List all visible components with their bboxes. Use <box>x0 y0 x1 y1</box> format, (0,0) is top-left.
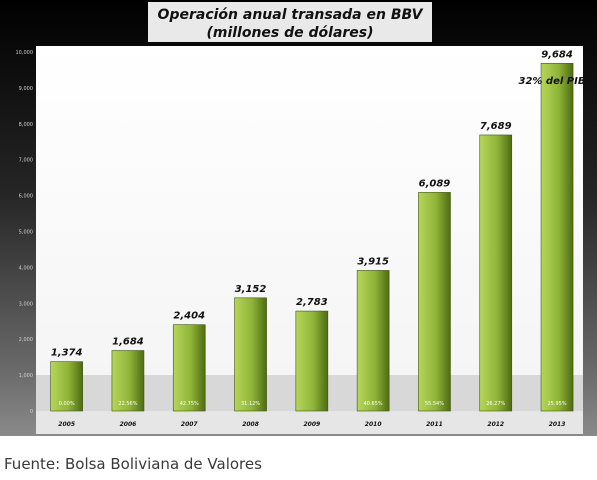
bar-value-label: 2,783 <box>296 297 328 308</box>
pib-annotation: 32% del PIB <box>519 76 586 87</box>
bar-chart: Operación anual transada en BBV (millone… <box>0 0 597 436</box>
bar <box>295 310 329 412</box>
y-tick-label: 6,000 <box>19 194 33 200</box>
bar-inner-label: 31.12% <box>241 401 260 407</box>
bar <box>356 270 390 412</box>
bar-value-label: 6,089 <box>419 178 451 189</box>
y-tick-label: 5,000 <box>19 230 33 236</box>
y-axis-ticks: 0 1,000 2,000 3,000 4,000 5,000 6,000 7,000 8,00… <box>16 50 34 415</box>
bar-value-label: 3,915 <box>357 256 389 267</box>
bar <box>234 297 267 412</box>
x-tick-label: 2006 <box>120 421 137 428</box>
inner-labels-group: 0.00% 22.56% 42.75% 31.12% 40.65% 55.54% 26.27… <box>59 401 567 407</box>
chart-title-line2: (millones de dólares) <box>206 25 373 41</box>
bar-value-label: 3,152 <box>235 284 267 295</box>
bar-inner-label: 40.65% <box>364 401 383 407</box>
bar-value-label: 7,689 <box>480 121 512 132</box>
x-tick-label: 2007 <box>181 421 199 428</box>
x-tick-label: 2012 <box>487 421 504 428</box>
y-tick-label: 4,000 <box>19 265 33 271</box>
bar-inner-label: 42.75% <box>180 401 199 407</box>
x-axis-labels: 2005 2006 2007 2008 2009 2010 2011 2012 2013 <box>58 421 565 428</box>
x-tick-label: 2011 <box>426 421 443 428</box>
bar-inner-label: 0.00% <box>59 401 75 407</box>
bar-value-label: 1,684 <box>112 337 144 348</box>
bar-inner-label: 25.95% <box>548 401 567 407</box>
x-tick-label: 2009 <box>303 421 320 428</box>
bar <box>111 350 145 412</box>
bars-group <box>50 63 574 412</box>
chart-frame: Operación anual transada en BBV (millone… <box>0 0 597 436</box>
x-axis-band <box>36 411 583 434</box>
bar <box>479 134 513 412</box>
bar-value-label: 2,404 <box>173 311 205 322</box>
y-tick-label: 7,000 <box>19 158 33 164</box>
y-tick-label: 1,000 <box>19 373 33 379</box>
bar <box>172 324 206 412</box>
y-tick-label: 0 <box>30 409 33 415</box>
y-tick-label: 10,000 <box>16 50 34 56</box>
y-tick-label: 9,000 <box>19 86 33 92</box>
bar-value-label: 9,684 <box>541 49 573 60</box>
bar <box>540 63 574 412</box>
bar <box>50 361 83 412</box>
y-tick-label: 8,000 <box>19 122 33 128</box>
value-labels-group: 1,374 1,684 2,404 3,152 2,783 3,915 6,089 7,689… <box>51 49 573 358</box>
bar-inner-label: 22.56% <box>118 401 137 407</box>
source-note: Fuente: Bolsa Boliviana de Valores <box>4 455 262 473</box>
y-tick-label: 2,000 <box>19 337 33 343</box>
x-tick-label: 2005 <box>58 421 75 428</box>
x-tick-label: 2010 <box>365 421 382 428</box>
title-banner <box>148 2 432 42</box>
x-tick-label: 2008 <box>242 421 259 428</box>
x-tick-label: 2013 <box>549 421 566 428</box>
y-tick-label: 3,000 <box>19 301 33 307</box>
bar-inner-label: 55.54% <box>425 401 444 407</box>
bar-value-label: 1,374 <box>51 348 83 359</box>
chart-title-line1: Operación anual transada en BBV <box>158 7 424 23</box>
bar-inner-label: 26.27% <box>486 401 505 407</box>
bar <box>418 192 451 412</box>
